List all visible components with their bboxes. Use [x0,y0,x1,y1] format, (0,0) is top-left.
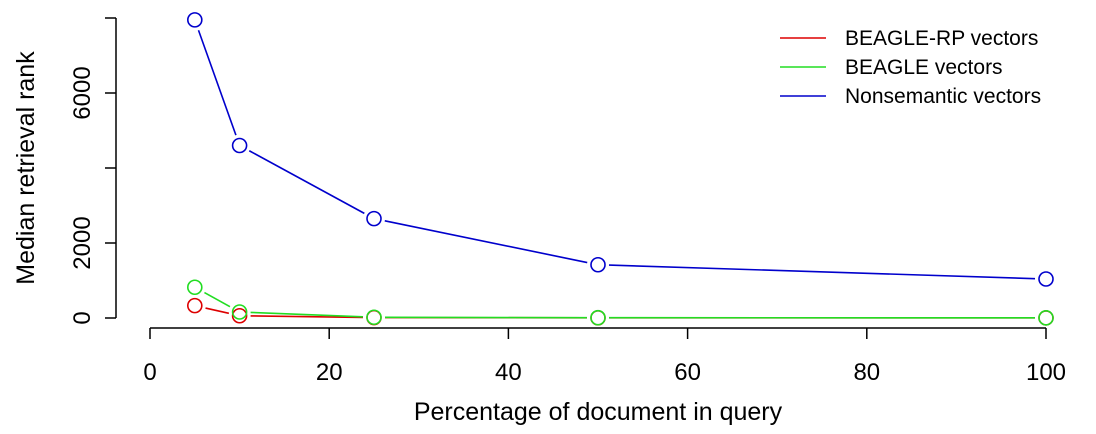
series-segment [248,150,365,215]
data-point [366,309,382,326]
legend-label: BEAGLE-RP vectors [845,27,1038,50]
legend: BEAGLE-RP vectors BEAGLE vectors Nonsemant… [780,27,1041,108]
y-ticks: 0 2000 6000 [69,17,116,325]
x-tick-label: 40 [495,359,522,386]
y-tick-label: 0 [69,311,96,324]
data-point [187,279,203,296]
data-point [590,256,606,273]
legend-item: BEAGLE vectors [780,56,1003,79]
x-ticks: 0 20 40 60 80 100 [143,328,1066,386]
x-tick-label: 100 [1026,359,1066,386]
series-segment [205,307,230,315]
series-layer [187,12,1054,326]
x-tick-label: 0 [143,359,156,386]
series-segment [608,264,1036,280]
series-1 [187,297,1054,326]
y-tick-label: 6000 [69,66,96,119]
series-3 [187,12,1054,287]
legend-item: BEAGLE-RP vectors [780,27,1038,50]
data-point [1038,310,1054,326]
series-segment [250,315,364,319]
y-tick-label: 2000 [69,216,96,269]
series-segment [204,291,231,308]
data-point [187,12,203,28]
data-point [231,307,248,324]
data-point [1038,271,1054,287]
series-2 [187,279,1054,326]
x-tick-label: 80 [853,359,880,386]
series-segment [384,220,588,264]
data-point [231,137,248,154]
data-point [366,210,382,227]
legend-label: Nonsemantic vectors [845,85,1041,108]
legend-item: Nonsemantic vectors [780,85,1041,108]
series-segment [250,311,364,318]
x-axis-title: Percentage of document in query [414,398,783,426]
data-point [590,309,606,326]
legend-label: BEAGLE vectors [845,56,1003,79]
data-point [231,304,248,320]
series-segment [197,29,237,136]
x-tick-label: 60 [674,359,701,386]
x-tick-label: 20 [316,359,343,386]
axes: 0 20 40 60 80 100 0 2000 6000 [69,17,1066,386]
data-point [187,297,203,314]
y-axis-title: Median retrieval rank [12,51,40,285]
